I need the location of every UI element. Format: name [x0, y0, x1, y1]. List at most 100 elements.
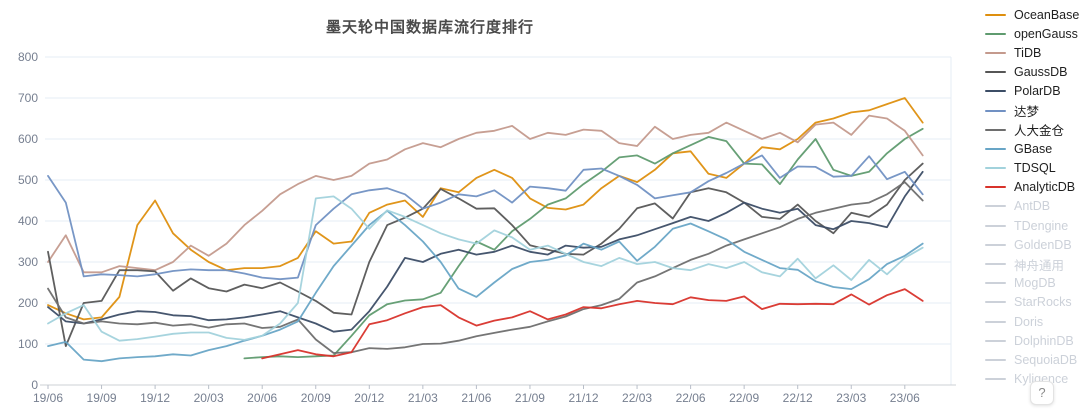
legend-label: StarRocks [1014, 295, 1072, 310]
x-axis-label: 19/12 [140, 391, 170, 405]
y-axis-label: 600 [18, 132, 38, 146]
series-line-OceanBase [47, 97, 924, 321]
x-axis-label: 21/03 [408, 391, 438, 405]
x-axis-label: 20/12 [354, 391, 384, 405]
x-axis-label: 23/03 [836, 391, 866, 405]
help-button[interactable]: ? [1030, 381, 1054, 405]
x-axis-label: 19/09 [87, 391, 117, 405]
series-line-GaussDB [47, 162, 924, 347]
legend-label: TiDB [1014, 45, 1042, 60]
legend-label: GaussDB [1014, 65, 1068, 80]
y-axis-label: 400 [18, 214, 38, 228]
legend-label: openGauss [1014, 26, 1078, 41]
x-axis-label: 22/12 [783, 391, 813, 405]
legend-item-Doris[interactable]: Doris [985, 312, 1080, 331]
x-axis-label: 20/09 [301, 391, 331, 405]
series-line-TiDB [47, 114, 924, 274]
legend-swatch-TDengine [985, 224, 1006, 227]
legend-item-OceanBase[interactable]: OceanBase [985, 5, 1080, 24]
legend-swatch-StarRocks [985, 301, 1006, 304]
legend-label: TDengine [1014, 218, 1069, 233]
legend-label: DolphinDB [1014, 333, 1074, 348]
legend-swatch-GaussDB [985, 71, 1006, 74]
legend-item-AntDB[interactable]: AntDB [985, 197, 1080, 216]
legend-swatch-DolphinDB [985, 339, 1006, 342]
series-line-AnalyticDB [261, 288, 924, 360]
y-axis-label: 500 [18, 173, 38, 187]
legend: OceanBase openGauss TiDB GaussDB PolarDB 达梦人大… [985, 5, 1080, 389]
legend-label: 神舟通用 [1014, 258, 1065, 273]
legend-label: 达梦 [1014, 105, 1040, 120]
series-line-人大金仓 [47, 181, 924, 354]
legend-swatch-神舟通用 [985, 263, 1006, 266]
x-axis-label: 21/12 [568, 391, 598, 405]
x-axis-label: 20/03 [194, 391, 224, 405]
legend-label: MogDB [1014, 276, 1056, 291]
legend-label: GoldenDB [1014, 237, 1072, 252]
x-axis-label: 19/06 [33, 391, 63, 405]
x-axis-label: 22/09 [729, 391, 759, 405]
legend-swatch-PolarDB [985, 90, 1006, 93]
series-line-openGauss [243, 127, 924, 360]
legend-swatch-AntDB [985, 205, 1006, 208]
legend-item-openGauss[interactable]: openGauss [985, 24, 1080, 43]
y-axis-label: 100 [18, 337, 38, 351]
x-axis-label: 21/06 [461, 391, 491, 405]
legend-swatch-GBase [985, 147, 1006, 150]
legend-item-TiDB[interactable]: TiDB [985, 43, 1080, 62]
legend-swatch-OceanBase [985, 13, 1006, 16]
legend-swatch-GoldenDB [985, 243, 1006, 246]
legend-swatch-Doris [985, 320, 1006, 323]
legend-item-MogDB[interactable]: MogDB [985, 274, 1080, 293]
legend-label: PolarDB [1014, 84, 1061, 99]
legend-item-达梦[interactable]: 达梦 [985, 101, 1080, 120]
legend-item-TDengine[interactable]: TDengine [985, 216, 1080, 235]
legend-item-GBase[interactable]: GBase [985, 139, 1080, 158]
legend-swatch-SequoiaDB [985, 358, 1006, 361]
series-line-PolarDB [47, 170, 924, 333]
line-chart: 0 100 200 300 400 500 600 700 800 19/06 19/09 19/12… [18, 50, 956, 405]
legend-swatch-MogDB [985, 282, 1006, 285]
legend-label: AntDB [1014, 199, 1051, 214]
legend-item-AnalyticDB[interactable]: AnalyticDB [985, 178, 1080, 197]
legend-item-人大金仓[interactable]: 人大金仓 [985, 120, 1080, 139]
x-axis-label: 23/06 [890, 391, 920, 405]
legend-item-DolphinDB[interactable]: DolphinDB [985, 331, 1080, 350]
legend-label: SequoiaDB [1014, 352, 1078, 367]
y-axis-label: 200 [18, 296, 38, 310]
legend-label: OceanBase [1014, 7, 1080, 22]
chart-title: 墨天轮中国数据库流行度排行 [325, 19, 534, 36]
legend-swatch-Kyligence [985, 378, 1006, 381]
legend-item-StarRocks[interactable]: StarRocks [985, 293, 1080, 312]
legend-swatch-openGauss [985, 32, 1006, 35]
y-axis-label: 300 [18, 255, 38, 269]
x-axis-label: 20/06 [247, 391, 277, 405]
legend-swatch-TiDB [985, 51, 1006, 54]
legend-item-GoldenDB[interactable]: GoldenDB [985, 235, 1080, 254]
legend-label: AnalyticDB [1014, 180, 1076, 195]
legend-swatch-达梦 [985, 109, 1006, 112]
series-line-达梦 [47, 154, 924, 281]
legend-label: Doris [1014, 314, 1044, 329]
legend-item-神舟通用[interactable]: 神舟通用 [985, 254, 1080, 273]
legend-swatch-TDSQL [985, 167, 1006, 170]
legend-item-SequoiaDB[interactable]: SequoiaDB [985, 350, 1080, 369]
legend-label: Kyligence [1014, 372, 1069, 387]
y-axis-label: 0 [31, 378, 38, 392]
legend-swatch-人大金仓 [985, 128, 1006, 131]
x-axis-label: 22/06 [676, 391, 706, 405]
legend-label: GBase [1014, 141, 1053, 156]
legend-item-TDSQL[interactable]: TDSQL [985, 159, 1080, 178]
series-line-TDSQL [47, 195, 924, 342]
legend-item-GaussDB[interactable]: GaussDB [985, 63, 1080, 82]
y-axis-label: 800 [18, 50, 38, 64]
series-line-GBase [47, 209, 924, 363]
legend-item-PolarDB[interactable]: PolarDB [985, 82, 1080, 101]
legend-label: TDSQL [1014, 161, 1056, 176]
legend-label: 人大金仓 [1014, 124, 1065, 139]
legend-swatch-AnalyticDB [985, 186, 1006, 189]
legend-item-Kyligence[interactable]: Kyligence [985, 370, 1080, 389]
y-axis-label: 700 [18, 91, 38, 105]
x-axis-label: 21/09 [515, 391, 545, 405]
